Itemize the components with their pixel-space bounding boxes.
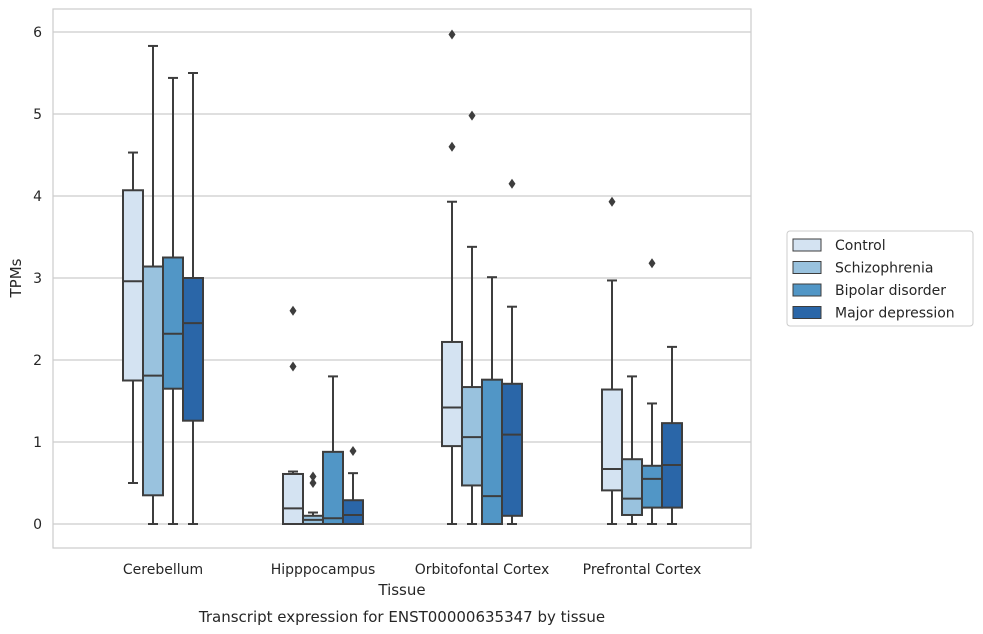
outlier-point [309,478,317,488]
box-1-2 [461,110,483,525]
outlier-point [349,446,357,457]
outlier-point [289,305,297,316]
legend-frame [786,230,974,327]
chart-caption: Transcript expression for ENST0000063534… [198,608,605,626]
box-3-1 [342,446,364,526]
legend: Control Schizophrenia Bipolar disorder Majo… [786,230,974,327]
y-tick-label: 6 [33,25,42,41]
y-axis-label: TPMs [7,258,25,298]
x-axis-label: Tissue [377,581,425,599]
y-tick-label: 3 [33,271,42,287]
box-1-1 [302,471,324,525]
box-3-0 [182,72,204,525]
boxes [122,29,683,526]
y-tick-label: 5 [33,107,42,123]
box-3-3 [661,345,683,525]
box-body [481,378,503,525]
box-body [182,277,204,422]
legend-label: Bipolar disorder [835,283,946,299]
outlier-point [289,361,297,372]
outlier-point [309,471,317,482]
legend-label: Major depression [835,306,955,322]
y-tick-label: 4 [33,189,42,205]
y-tick-label: 2 [33,353,42,369]
box-3-2 [501,178,523,525]
x-tick-label: Hipppocampus [271,562,376,578]
box-body [162,256,184,390]
box-2-1 [322,375,344,525]
box-0-0 [122,151,144,484]
box-body [621,458,643,516]
x-tick-label: Prefrontal Cortex [583,562,702,578]
legend-label: Control [835,238,886,254]
legend-swatch [792,261,822,274]
box-0-2 [441,29,463,525]
box-body [282,472,304,526]
box-body [601,388,623,492]
y-tick-label: 0 [33,517,42,533]
legend-swatch [792,238,822,252]
outlier-point [608,196,616,207]
box-1-3 [621,375,643,525]
outlier-point [448,141,456,152]
outlier-point [468,110,476,121]
legend-label: Schizophrenia [835,261,933,277]
box-body [501,382,523,517]
legend-swatch [792,306,822,319]
box-body [142,265,164,497]
x-tick-label: Orbitofontal Cortex [415,562,550,578]
x-tick-label: Cerebellum [123,562,203,578]
legend-swatch [792,283,822,297]
box-body [441,340,463,448]
y-tick-labels: 0 1 2 3 4 5 6 [33,25,42,533]
box-body [342,499,364,526]
outlier-point [448,29,456,40]
box-body [122,189,144,382]
plot-frame [52,8,752,549]
box-0-1 [282,305,304,526]
box-2-0 [162,76,184,525]
box-body [322,450,344,525]
box-body [641,464,663,509]
box-0-3 [601,196,623,525]
box-2-3 [641,258,663,525]
y-tick-label: 1 [33,435,42,451]
outlier-point [508,178,516,189]
x-tick-labels: Cerebellum Hipppocampus Orbitofontal Corte… [123,562,701,578]
outlier-point [648,258,656,269]
box-2-2 [481,276,503,525]
box-1-0 [142,44,164,525]
